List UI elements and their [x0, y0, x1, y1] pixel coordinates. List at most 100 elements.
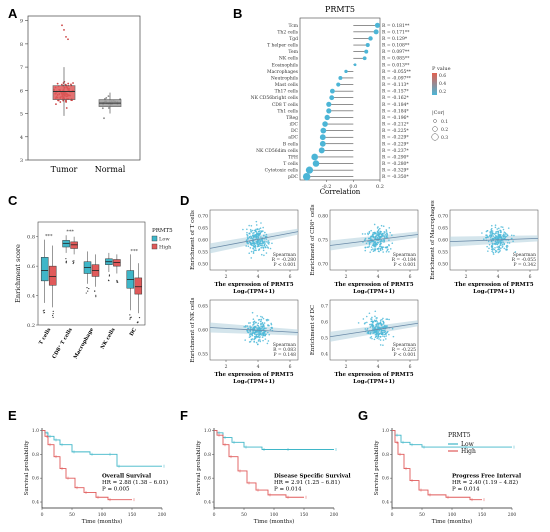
scatter-point	[248, 334, 251, 336]
scatter-point	[246, 231, 248, 234]
scatter-point	[505, 235, 508, 238]
category-label: NK CD56bright cells	[251, 95, 299, 101]
y-tick-label: 0.55	[438, 250, 448, 256]
scatter-point	[388, 318, 390, 321]
scatter-point	[266, 342, 269, 345]
scatter-point	[259, 242, 262, 245]
scatter-point	[249, 322, 251, 324]
scatter-point	[260, 253, 263, 256]
scatter-point	[494, 224, 497, 227]
y-axis-label: Enrichment of Macrophages	[430, 200, 436, 280]
r-value-label: R = 0.171**	[382, 29, 410, 35]
pvalue-tick: 0.4	[439, 81, 446, 87]
scatter-point	[490, 240, 493, 243]
scatter-point	[257, 324, 260, 327]
scatter-point	[383, 231, 386, 233]
box	[40, 257, 49, 282]
scatter-point	[507, 227, 510, 229]
scatter-point	[497, 235, 500, 237]
scatter-point	[246, 239, 248, 241]
scatter-point	[252, 247, 255, 250]
scatter-point	[368, 230, 371, 233]
category-label: TFH	[288, 154, 298, 160]
scatter-point	[265, 238, 268, 240]
y-tick-label: 0.7	[321, 304, 328, 310]
scatter-point	[263, 244, 266, 247]
scatter-point	[388, 227, 391, 229]
y-tick-label: 0.65	[198, 226, 208, 232]
y-tick-label: 0.70	[198, 214, 208, 220]
y-tick-label: 0.60	[198, 238, 208, 244]
jitter-point	[59, 101, 62, 103]
scatter-point	[246, 236, 249, 238]
x-tick-label: 2	[345, 364, 348, 370]
jitter-point	[60, 83, 63, 86]
scatter-point	[377, 322, 380, 324]
x-tick-label: 100	[98, 512, 107, 518]
scatter-point	[372, 236, 375, 238]
x-axis-label: The expression of PRMT5	[454, 282, 533, 288]
scatter-point	[502, 228, 505, 231]
scatter-point	[264, 334, 266, 337]
scatter-point	[246, 325, 249, 327]
scatter-point	[250, 338, 253, 341]
cor-tick: 0.2	[441, 127, 448, 133]
outlier-point	[43, 309, 45, 311]
jitter-point	[57, 99, 60, 102]
y-tick-label: 0.65	[438, 226, 448, 232]
x-axis-label: Time (months)	[432, 518, 473, 525]
scatter-point	[379, 232, 382, 235]
scatter-point	[380, 246, 383, 248]
x-tick-label: 50	[241, 512, 247, 518]
scatter-point	[504, 235, 506, 238]
scatter-point	[247, 238, 249, 240]
scatter-point	[386, 235, 388, 237]
scatter-point	[255, 237, 258, 240]
scatter-point	[258, 230, 260, 233]
y-tick-label: 0.60	[438, 238, 448, 244]
outlier-point	[108, 274, 111, 276]
category-label: pDC	[288, 174, 298, 180]
scatter-point	[495, 232, 497, 235]
stat-label: P = 0.342	[513, 262, 536, 268]
scatter-point	[262, 247, 265, 249]
category-label: CD8⁺ T cells	[51, 327, 74, 360]
scatter-point	[501, 243, 504, 246]
legend-label: High	[159, 245, 172, 251]
scatter-point	[367, 246, 370, 248]
scatter-point	[485, 234, 487, 236]
scatter-point	[365, 315, 368, 318]
scatter-point	[491, 232, 494, 235]
scatter-point	[385, 250, 388, 253]
scatter-point	[384, 234, 387, 236]
scatter-point	[374, 315, 376, 318]
scatter-point	[379, 247, 382, 250]
panel-a-boxplot: 3 4 5 6 7 8 9 Tumor Normal	[20, 15, 141, 174]
category-label: Th2 cells	[277, 29, 298, 35]
scatter-point	[500, 233, 502, 236]
scatter-point	[372, 332, 374, 335]
jitter-point	[56, 82, 59, 85]
x-tick-label: 2	[465, 274, 468, 280]
scatter-point	[506, 245, 509, 247]
jitter-point	[64, 83, 67, 86]
scatter-point	[374, 242, 377, 245]
scatter-point	[505, 245, 508, 248]
scatter-point	[502, 235, 505, 238]
panel-label-a: A	[8, 6, 18, 21]
stat-label: Spearman	[393, 342, 416, 348]
scatter-point	[254, 233, 257, 236]
scatter-point	[504, 236, 507, 239]
scatter-point	[380, 333, 383, 336]
scatter-point	[486, 235, 489, 238]
lollipop-point	[302, 172, 311, 181]
scatter-point	[253, 229, 256, 232]
scatter-point	[255, 335, 257, 338]
significance-mark: ***	[131, 248, 139, 254]
scatter-point	[381, 248, 384, 251]
scatter-point	[370, 335, 373, 338]
stat-label: R = -0.225	[392, 347, 417, 353]
scatter-point	[259, 227, 262, 230]
scatter-point	[364, 233, 366, 235]
scatter-point	[487, 250, 489, 252]
